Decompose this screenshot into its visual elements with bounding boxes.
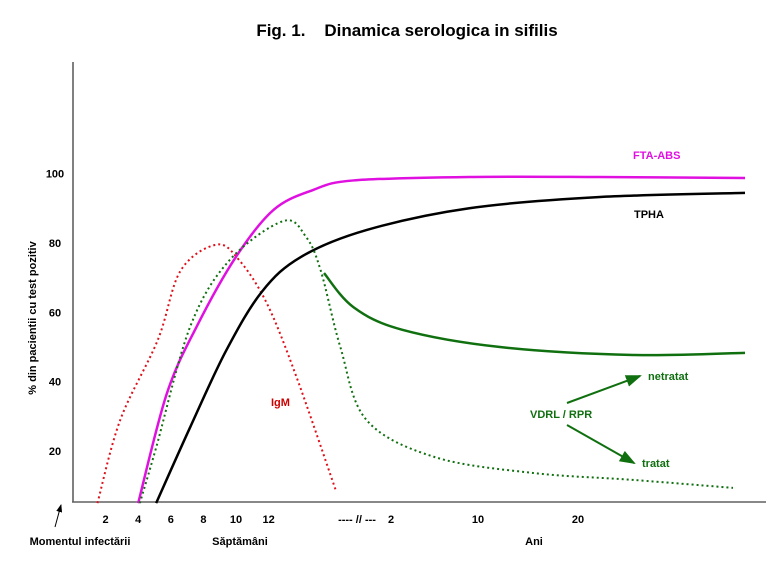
break-label: ---- // --- — [338, 514, 376, 526]
label-vdrl-rpr: VDRL / RPR — [530, 409, 592, 421]
x-tick-label: 12 — [262, 514, 274, 526]
x-tick-label: 2 — [388, 514, 394, 526]
series-vdrl-rpr-tratat — [138, 219, 734, 504]
label-tpha: TPHA — [634, 209, 664, 221]
y-tick-label: 80 — [49, 238, 61, 250]
y-tick-label: 100 — [46, 169, 64, 181]
label-tratat: tratat — [642, 458, 670, 470]
origin-label: Momentul infectării — [30, 536, 131, 548]
label-netratat: netratat — [648, 371, 689, 383]
x-tick-label: 6 — [168, 514, 174, 526]
x-tick-label: 10 — [230, 514, 242, 526]
y-tick-label: 20 — [49, 446, 61, 458]
x-label-years: Ani — [525, 536, 543, 548]
arrow-tratat — [566, 424, 636, 464]
x-tick-label: 8 — [200, 514, 206, 526]
y-tick-label: 40 — [49, 377, 61, 389]
arrow-netratat — [566, 375, 642, 404]
series-vdrl-rpr-netratat — [323, 272, 746, 357]
x-tick-label: 4 — [135, 514, 142, 526]
series-fta-abs — [136, 175, 746, 504]
y-axis-label: % din pacientii cu test pozitiv — [27, 240, 39, 394]
x-tick-label: 2 — [103, 514, 109, 526]
x-tick-label: 10 — [472, 514, 484, 526]
origin-arrow — [54, 504, 63, 528]
label-fta-abs: FTA-ABS — [633, 150, 680, 162]
series-igm — [96, 243, 337, 504]
label-igm: IgM — [271, 397, 290, 409]
chart-title: Fig. 1. Dinamica serologica in sifilis — [256, 21, 557, 40]
series-tpha — [154, 191, 746, 504]
x-tick-label: 20 — [572, 514, 584, 526]
x-label-weeks: Săptămâni — [212, 536, 268, 548]
y-tick-label: 60 — [49, 307, 61, 319]
